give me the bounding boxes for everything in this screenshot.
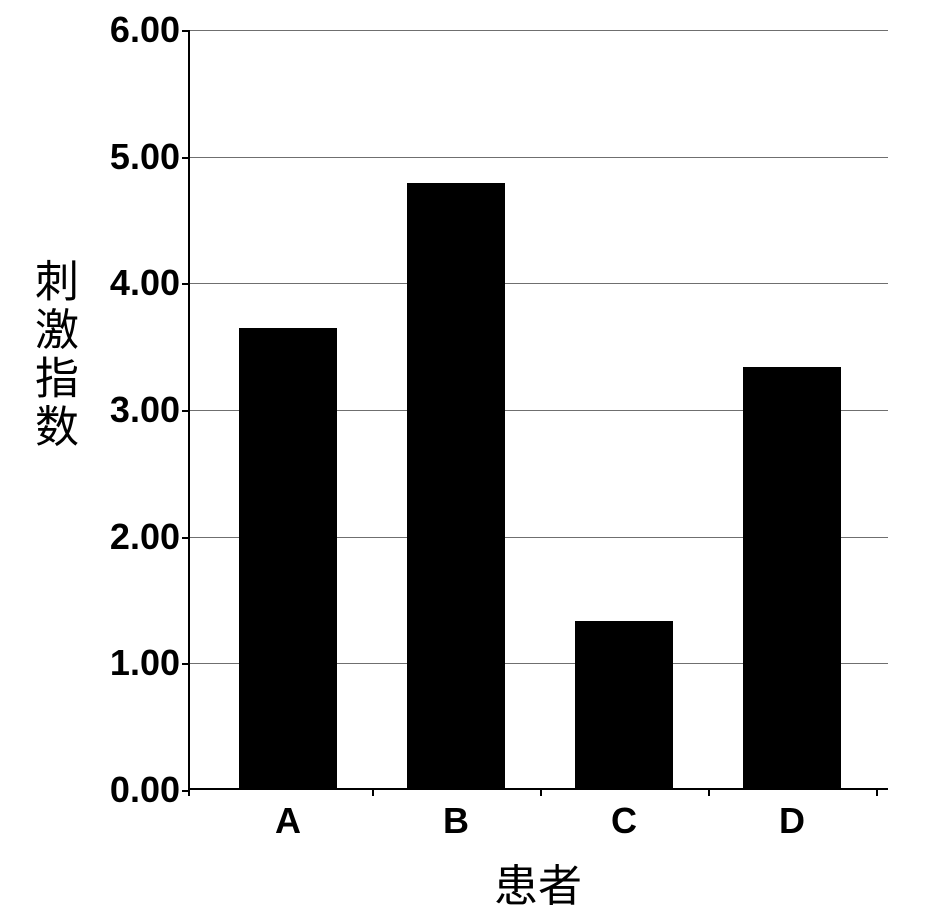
x-tick-label: A <box>275 788 301 842</box>
bar <box>575 621 672 788</box>
gridline <box>190 283 888 284</box>
y-tick-label: 0.00 <box>110 769 190 811</box>
x-tick-mark <box>708 788 710 796</box>
x-axis-label: 患者 <box>188 850 888 914</box>
plot-area: 0.001.002.003.004.005.006.00ABCD <box>188 30 888 790</box>
bar <box>407 183 504 788</box>
x-tick-mark <box>876 788 878 796</box>
y-axis-label: 刺激指数 <box>20 258 84 452</box>
gridline <box>190 157 888 158</box>
bar <box>743 367 840 788</box>
y-tick-label: 5.00 <box>110 136 190 178</box>
gridline <box>190 30 888 31</box>
x-tick-label: C <box>611 788 637 842</box>
x-tick-label: D <box>779 788 805 842</box>
x-tick-mark <box>372 788 374 796</box>
y-tick-label: 4.00 <box>110 262 190 304</box>
x-tick-mark <box>540 788 542 796</box>
y-tick-label: 3.00 <box>110 389 190 431</box>
y-tick-label: 2.00 <box>110 516 190 558</box>
x-tick-mark <box>188 788 190 796</box>
y-tick-label: 6.00 <box>110 9 190 51</box>
bar <box>239 328 336 788</box>
chart-container: 刺激指数 0.001.002.003.004.005.006.00ABCD 患者 <box>0 0 928 921</box>
x-tick-label: B <box>443 788 469 842</box>
y-tick-label: 1.00 <box>110 642 190 684</box>
